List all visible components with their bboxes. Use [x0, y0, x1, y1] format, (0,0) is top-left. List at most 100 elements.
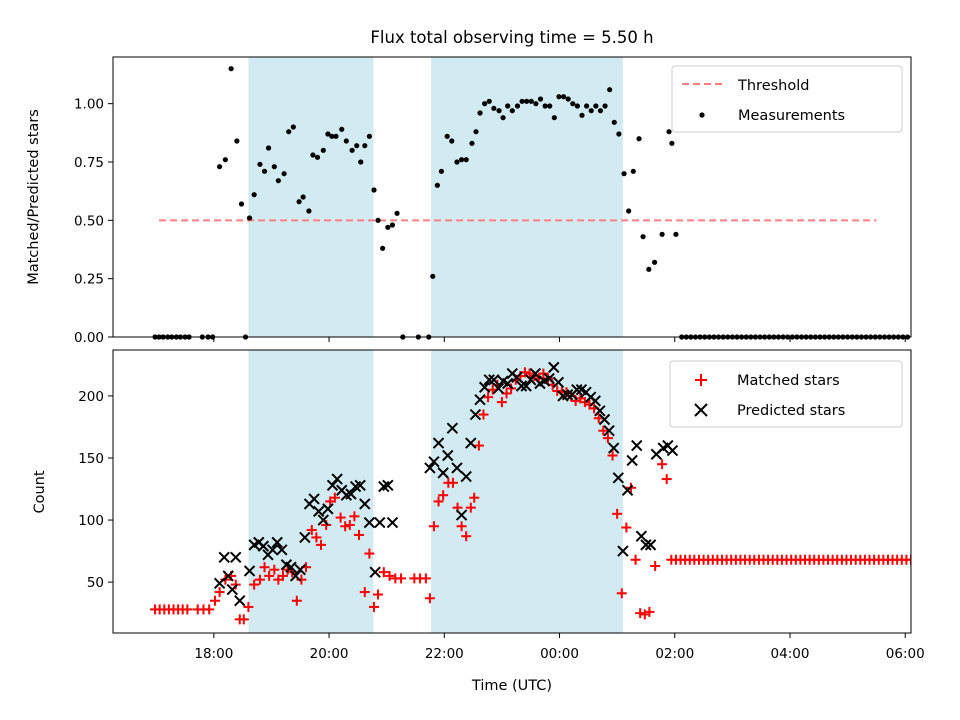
measurement-point [228, 66, 234, 72]
ratio-data-layer [152, 66, 911, 340]
measurement-point [659, 231, 665, 237]
measurement-point [275, 178, 281, 184]
measurement-point [371, 187, 377, 193]
y-tick-label: 0.50 [74, 213, 104, 229]
measurement-point [238, 201, 245, 207]
measurement-point [570, 101, 576, 107]
matched-star-point [306, 524, 317, 535]
x-stroke [635, 530, 648, 542]
x-stroke [226, 583, 238, 596]
predicted-star-point [640, 539, 652, 551]
x-stroke [525, 374, 537, 386]
matched-star-point [465, 502, 476, 513]
predicted-star-point [234, 595, 246, 607]
x-stroke [363, 516, 376, 529]
measurement-point [333, 133, 339, 139]
x-stroke [483, 374, 495, 386]
x-stroke [469, 408, 482, 421]
measurement-point [556, 94, 562, 100]
matched-star-point [447, 477, 458, 488]
x-stroke [266, 544, 279, 556]
measurement-point [444, 133, 450, 139]
x-tick-label: 20:00 [310, 646, 349, 662]
measurement-point [246, 215, 253, 221]
measurement-point [449, 138, 455, 144]
predicted-star-point [666, 444, 679, 457]
x-stroke [359, 498, 371, 510]
x-stroke [222, 570, 234, 582]
y-tick-label: 50 [87, 575, 104, 591]
matched-star-point [369, 601, 380, 612]
matched-star-point [478, 409, 489, 420]
matched-star-point [311, 532, 322, 543]
measurement-point [486, 98, 492, 104]
measurement-point [251, 192, 257, 198]
predicted-star-point [644, 539, 657, 551]
measurement-point [496, 108, 502, 114]
predicted-star-point [326, 479, 339, 492]
predicted-star-point [488, 374, 500, 386]
x-tick-label: 00:00 [540, 646, 579, 662]
measurement-point [593, 103, 599, 109]
measurement-point [320, 147, 326, 153]
x-stroke [428, 456, 440, 468]
measurement-point [597, 108, 604, 114]
matched-star-point [456, 521, 467, 532]
measurement-point [477, 110, 483, 116]
predicted-star-point [276, 544, 288, 556]
chart-title: Flux total observing time = 5.50 h [370, 28, 653, 47]
x-stroke [612, 472, 625, 484]
predicted-star-point [257, 540, 270, 552]
x-stroke [280, 559, 293, 571]
measurement-point [349, 147, 355, 153]
predicted-star-point [455, 509, 468, 521]
predicted-star-point [511, 371, 523, 384]
time-x-axis: 18:00 20:00 22:00 00:00 02:00 04:00 06:00 [194, 633, 925, 662]
measurement-point [290, 124, 296, 130]
predicted-star-point [345, 488, 357, 500]
predicted-star-point [363, 516, 376, 529]
matched-star-point [424, 593, 435, 604]
x-tick-label: 22:00 [425, 646, 464, 662]
measurement-point [500, 115, 506, 121]
measurement-point [286, 129, 292, 135]
predicted-star-point [317, 514, 330, 526]
x-stroke [276, 544, 288, 556]
predicted-star-point [226, 583, 238, 596]
matched-star-point [354, 529, 365, 540]
measurement-point [560, 94, 567, 100]
measurement-point [375, 217, 381, 223]
matched-star-point [277, 570, 288, 581]
measurement-point [469, 140, 475, 146]
measurement-point [362, 143, 368, 149]
x-tick-label: 18:00 [194, 646, 233, 662]
predicted-star-point [612, 472, 625, 484]
x-stroke [529, 367, 542, 380]
predicted-star-point [525, 374, 537, 386]
x-stroke [294, 563, 306, 576]
matched-star-point [249, 579, 260, 590]
x-stroke [234, 595, 246, 607]
measurement-point [257, 161, 263, 167]
matched-star-point [359, 587, 370, 598]
measurement-point [588, 108, 594, 114]
counts-data-layer [150, 361, 911, 625]
predicted-star-point [617, 545, 629, 557]
x-stroke [631, 439, 643, 452]
matched-star-point [661, 474, 672, 485]
x-stroke [322, 503, 334, 515]
predicted-star-point [594, 405, 606, 417]
matched-star-point [639, 609, 650, 620]
measurement-point [473, 129, 479, 135]
threshold-legend-label: Threshold [737, 78, 809, 94]
predicted-star-point [299, 531, 311, 544]
x-stroke [594, 405, 606, 417]
predicted-star-point [312, 505, 325, 518]
measurement-point [310, 152, 316, 158]
predicted-star-point [437, 467, 449, 479]
ratio-axes-frame [112, 56, 912, 338]
marks-layer [152, 66, 911, 340]
x-stroke [345, 488, 357, 500]
measurement-point [607, 87, 613, 93]
